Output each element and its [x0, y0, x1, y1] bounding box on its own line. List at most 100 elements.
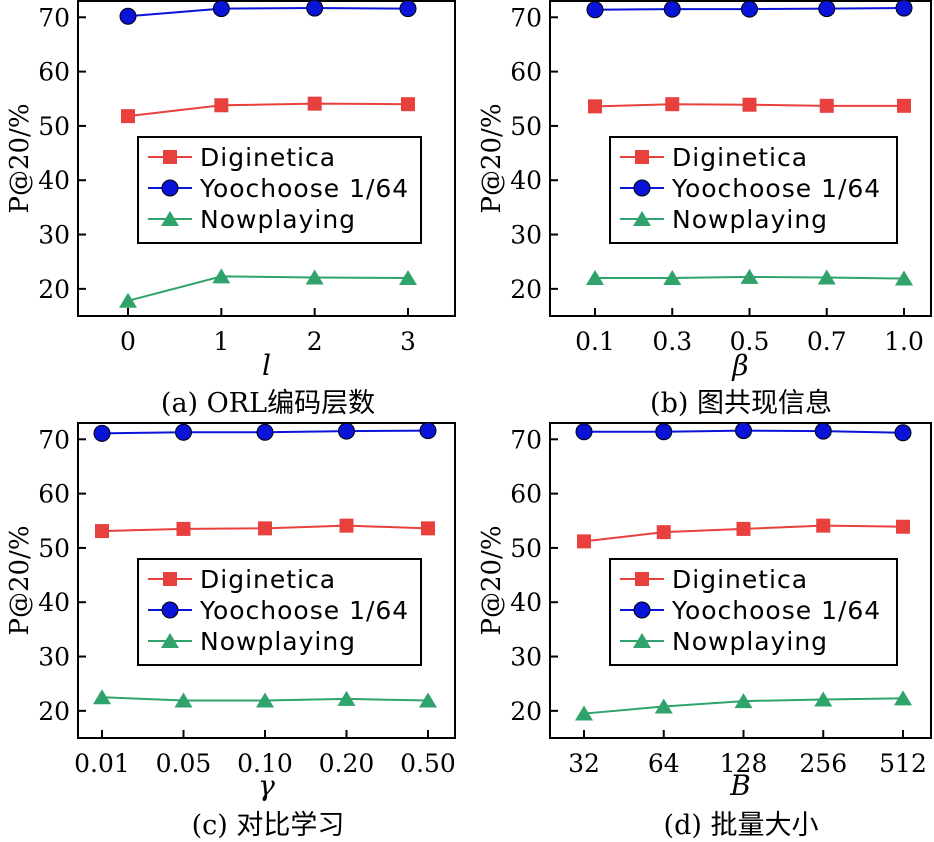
legend-marker — [161, 211, 179, 226]
y-tick-label: 60 — [38, 480, 70, 509]
legend-label: Diginetica — [200, 565, 336, 594]
data-point — [256, 423, 274, 441]
data-point — [119, 292, 137, 308]
y-tick-label: 20 — [510, 275, 542, 304]
x-tick-label: 0.10 — [237, 749, 293, 778]
y-tick-label: 20 — [510, 697, 542, 726]
x-tick-label: 0.50 — [400, 749, 456, 778]
legend-label: Yoochoose 1/64 — [671, 596, 881, 625]
y-axis-title: P@20/% — [5, 103, 35, 213]
x-tick-label: 512 — [879, 749, 927, 778]
y-axis-title: P@20/% — [5, 525, 35, 635]
chart-panel-b: 20 30 40 50 60 70 0.1 0.3 0.5 0.7 1.0 P@20/% β (b) 图共… — [477, 0, 932, 419]
data-point — [735, 422, 752, 440]
data-point — [176, 521, 191, 536]
y-tick-label: 30 — [510, 221, 542, 250]
data-point — [816, 518, 831, 533]
x-tick-label: 0 — [120, 327, 136, 356]
data-point — [95, 524, 109, 539]
x-axis-title: γ — [258, 769, 275, 802]
legend-marker — [633, 633, 651, 648]
data-point — [121, 109, 135, 124]
chart-panel-d: 20 30 40 50 60 70 32 64 128 256 512 P@20/% B (d) 批量大小… — [477, 422, 932, 841]
data-point — [742, 97, 757, 112]
y-tick-label: 50 — [510, 112, 542, 141]
data-point — [575, 705, 593, 721]
data-point — [897, 98, 911, 113]
data-point — [741, 0, 758, 18]
data-point — [894, 424, 912, 442]
data-point — [655, 423, 673, 441]
y-tick-label: 30 — [38, 643, 70, 672]
x-tick-label: 1 — [213, 327, 229, 356]
y-tick-label: 40 — [38, 166, 70, 195]
legend-label: Diginetica — [672, 565, 808, 594]
legend-marker — [161, 633, 179, 648]
x-tick-label: 3 — [400, 327, 416, 356]
panel-caption: (c) 对比学习 — [192, 810, 345, 841]
data-point — [399, 269, 417, 285]
panel-caption: (b) 图共现信息 — [650, 388, 832, 419]
legend-marker — [633, 601, 651, 619]
data-point — [337, 690, 356, 706]
legend-label: Nowplaying — [200, 205, 356, 234]
y-axis-title: P@20/% — [477, 103, 507, 213]
data-point — [119, 7, 137, 25]
data-point — [665, 97, 680, 112]
y-axis-title: P@20/% — [477, 525, 507, 635]
x-tick-label: 0.3 — [652, 327, 692, 356]
data-point — [419, 422, 437, 440]
data-point — [734, 693, 753, 709]
data-point — [93, 424, 111, 442]
data-point — [817, 269, 836, 285]
data-point — [586, 1, 604, 19]
legend-marker — [163, 150, 177, 164]
plot-frame — [77, 0, 456, 317]
y-tick-label: 60 — [510, 480, 542, 509]
data-point — [895, 0, 913, 17]
data-point — [588, 99, 602, 114]
data-point — [740, 268, 759, 284]
data-point — [577, 534, 591, 549]
y-tick-label: 70 — [510, 3, 542, 32]
data-point — [814, 691, 833, 707]
y-tick-label: 30 — [38, 221, 70, 250]
data-point — [307, 96, 322, 111]
legend-label: Yoochoose 1/64 — [671, 174, 881, 203]
y-tick-label: 40 — [510, 588, 542, 617]
y-tick-label: 30 — [510, 643, 542, 672]
x-tick-label: 0.5 — [730, 327, 770, 356]
data-point — [399, 0, 417, 18]
legend-box — [137, 136, 422, 244]
legend-marker — [633, 211, 651, 226]
data-point — [338, 422, 355, 440]
y-tick-label: 40 — [510, 166, 542, 195]
data-point — [421, 521, 435, 536]
legend-marker — [633, 179, 651, 197]
x-tick-label: 128 — [720, 749, 768, 778]
data-point — [895, 270, 913, 286]
y-tick-label: 70 — [510, 425, 542, 454]
data-point — [663, 0, 681, 18]
data-point — [401, 97, 415, 112]
data-point — [212, 0, 230, 18]
x-tick-label: 2 — [307, 327, 323, 356]
y-tick-label: 60 — [510, 58, 542, 87]
data-point — [175, 423, 192, 441]
data-point — [814, 422, 832, 440]
data-point — [174, 692, 193, 708]
data-point — [258, 521, 272, 536]
legend-label: Diginetica — [200, 143, 336, 172]
data-point — [305, 269, 324, 285]
x-axis-title: l — [262, 349, 271, 382]
legend-marker — [163, 572, 177, 586]
y-tick-label: 20 — [38, 697, 70, 726]
x-tick-label: 0.05 — [156, 749, 212, 778]
legend-marker — [635, 572, 649, 586]
legend-box — [609, 136, 898, 244]
